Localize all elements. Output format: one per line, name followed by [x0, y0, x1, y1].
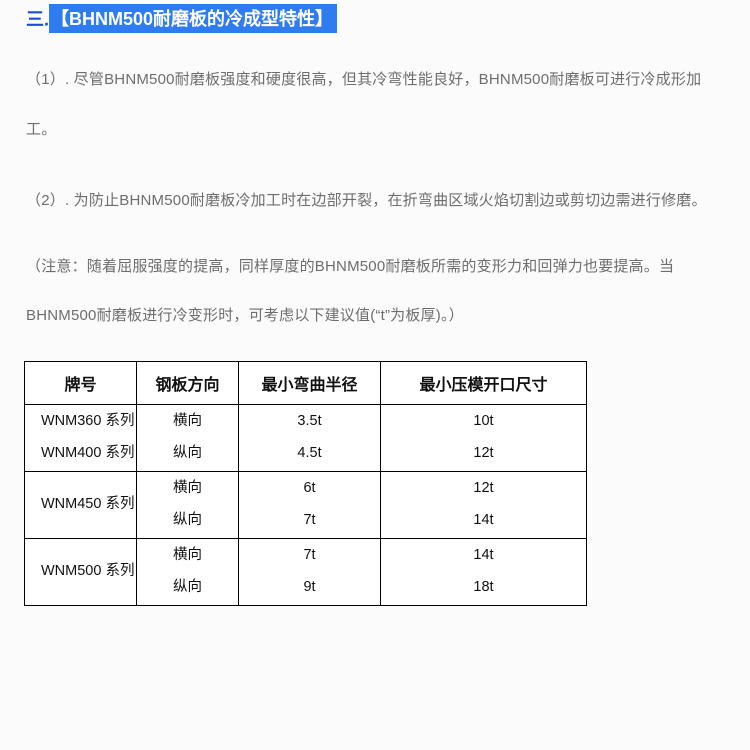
heading-title: 【BHNM500耐磨板的冷成型特性】: [49, 4, 337, 33]
cell-radius: 7t 9t: [239, 538, 381, 605]
cell-direction: 横向 纵向: [137, 404, 239, 471]
cell-series: WNM500 系列: [25, 538, 137, 605]
th-direction: 钢板方向: [137, 361, 239, 404]
series-name: WNM400 系列: [41, 438, 134, 470]
direction-value: 横向: [173, 473, 202, 505]
table-row: WNM450 系列 横向 纵向 6t 7t: [25, 471, 587, 538]
cell-opening: 12t 14t: [381, 471, 587, 538]
radius-value: 7t: [303, 540, 315, 572]
opening-value: 10t: [473, 406, 493, 438]
spec-table: 牌号 钢板方向 最小弯曲半径 最小压模开口尺寸 WNM360 系列 WNM400…: [24, 361, 587, 606]
table-wrap: 牌号 钢板方向 最小弯曲半径 最小压模开口尺寸 WNM360 系列 WNM400…: [24, 361, 724, 606]
cell-series: WNM360 系列 WNM400 系列: [25, 404, 137, 471]
th-opening: 最小压模开口尺寸: [381, 361, 587, 404]
direction-value: 横向: [173, 540, 202, 572]
radius-value: 6t: [303, 473, 315, 505]
radius-value: 9t: [303, 572, 315, 604]
table-header-row: 牌号 钢板方向 最小弯曲半径 最小压模开口尺寸: [25, 361, 587, 404]
paragraph-2: （2）. 为防止BHNM500耐磨板冷加工时在边部开裂，在折弯曲区域火焰切割边或…: [26, 176, 724, 226]
cell-direction: 横向 纵向: [137, 471, 239, 538]
paragraph-note: （注意：随着屈服强度的提高，同样厚度的BHNM500耐磨板所需的变形力和回弹力也…: [26, 242, 724, 341]
direction-value: 纵向: [173, 572, 202, 604]
section-heading: 三.【BHNM500耐磨板的冷成型特性】: [0, 4, 724, 33]
opening-value: 12t: [473, 438, 493, 470]
opening-value: 12t: [473, 473, 493, 505]
th-radius: 最小弯曲半径: [239, 361, 381, 404]
series-name: WNM500 系列: [41, 556, 134, 588]
cell-radius: 6t 7t: [239, 471, 381, 538]
direction-value: 纵向: [173, 438, 202, 470]
series-name: WNM360 系列: [41, 406, 134, 438]
opening-value: 14t: [473, 540, 493, 572]
heading-prefix: 三.: [26, 10, 49, 30]
radius-value: 7t: [303, 505, 315, 537]
table-row: WNM500 系列 横向 纵向 7t 9t: [25, 538, 587, 605]
cell-series: WNM450 系列: [25, 471, 137, 538]
direction-value: 纵向: [173, 505, 202, 537]
page-root: 三.【BHNM500耐磨板的冷成型特性】 （1）. 尽管BHNM500耐磨板强度…: [0, 4, 750, 626]
opening-value: 18t: [473, 572, 493, 604]
paragraph-1: （1）. 尽管BHNM500耐磨板强度和硬度很高，但其冷弯性能良好，BHNM50…: [26, 55, 724, 154]
cell-radius: 3.5t 4.5t: [239, 404, 381, 471]
direction-value: 横向: [173, 406, 202, 438]
radius-value: 4.5t: [297, 438, 321, 470]
table-row: WNM360 系列 WNM400 系列 横向 纵向 3.5t 4.5: [25, 404, 587, 471]
cell-opening: 14t 18t: [381, 538, 587, 605]
radius-value: 3.5t: [297, 406, 321, 438]
series-name: WNM450 系列: [41, 489, 134, 521]
th-series: 牌号: [25, 361, 137, 404]
cell-opening: 10t 12t: [381, 404, 587, 471]
cell-direction: 横向 纵向: [137, 538, 239, 605]
opening-value: 14t: [473, 505, 493, 537]
